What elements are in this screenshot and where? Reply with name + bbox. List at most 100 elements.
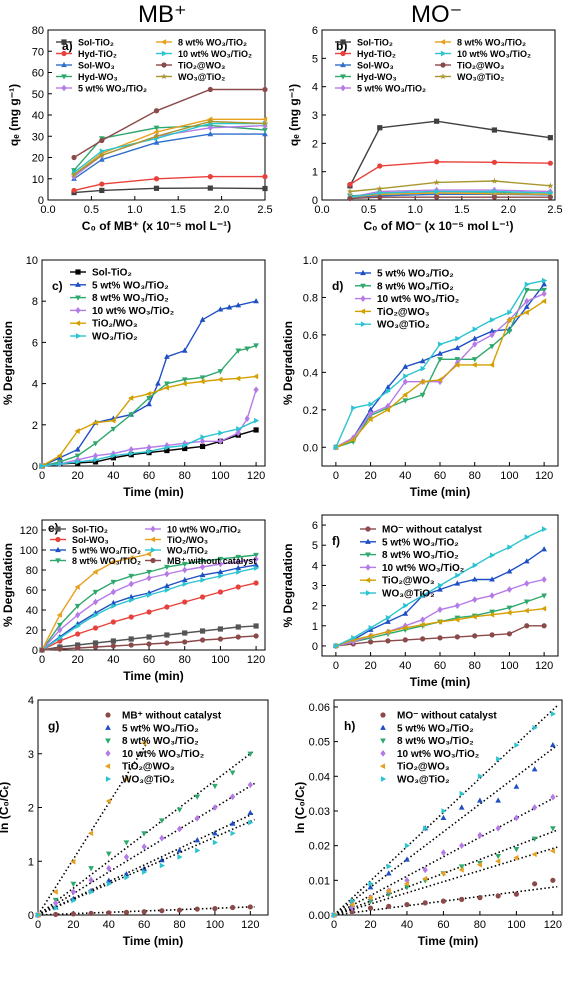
data-point — [88, 876, 94, 884]
y-tick-label: 10 — [32, 174, 44, 186]
chart-panel-7: 0 20 40 60 80 100 120 0.00 0.01 0.02 0.03 0.04 0.05 0… — [293, 699, 563, 948]
data-point — [164, 381, 170, 387]
y-tick-label: 10 — [26, 255, 38, 267]
plot-frame — [333, 699, 563, 916]
data-point — [437, 586, 443, 592]
legend-marker — [365, 590, 372, 596]
series-line — [73, 122, 265, 173]
y-tick-label: 4 — [312, 560, 318, 572]
data-point — [542, 526, 548, 532]
data-point — [419, 621, 425, 628]
data-point — [349, 901, 355, 908]
data-point — [74, 453, 81, 459]
x-tick-label: 100 — [211, 654, 229, 666]
y-tick-label: 0 — [312, 641, 318, 653]
data-point — [350, 898, 356, 904]
x-tick-label: 20 — [72, 654, 84, 666]
legend-label: Sol-TiO₂ — [92, 268, 132, 279]
legend-label: Hyd-TiO₂ — [357, 49, 396, 59]
series-5 — [35, 818, 255, 918]
data-point — [70, 858, 76, 865]
chart-panel-2: 0 20 40 60 80 100 120 0 2 4 6 8 10 Time (min) % Degrad… — [1, 255, 266, 499]
y-tick-label: 4 — [32, 379, 38, 391]
data-point — [146, 641, 152, 647]
legend-label: MO⁻ without catalyst — [382, 525, 482, 536]
data-point — [199, 443, 206, 450]
data-point — [253, 552, 259, 559]
data-point — [153, 129, 159, 135]
data-point — [420, 592, 426, 599]
data-point — [217, 437, 223, 445]
data-point — [423, 825, 429, 832]
x-tick-label: 20 — [364, 919, 376, 931]
data-point — [194, 794, 201, 800]
data-point — [123, 776, 129, 782]
data-point — [158, 857, 165, 863]
x-axis-label: Time (min) — [410, 485, 470, 499]
y-tick-label: 0 — [28, 910, 34, 922]
data-point — [402, 363, 409, 369]
data-point — [146, 569, 152, 576]
data-point — [541, 546, 547, 552]
y-tick-label: 2 — [312, 601, 318, 613]
data-point — [454, 359, 460, 367]
data-point — [532, 804, 538, 811]
data-point — [164, 570, 170, 578]
data-point — [229, 770, 236, 776]
legend-marker — [75, 307, 81, 314]
data-point — [347, 195, 353, 202]
data-point — [53, 905, 59, 911]
data-point — [253, 427, 259, 433]
legend-label: WO₃@TiO₂ — [397, 775, 450, 786]
data-point — [253, 623, 259, 629]
data-point — [247, 781, 253, 789]
legend-label: Sol-TiO₂ — [357, 38, 393, 48]
data-point — [437, 357, 443, 363]
fit-line — [37, 782, 255, 916]
series-3 — [71, 123, 268, 174]
fit-line — [37, 749, 256, 916]
data-point — [92, 419, 98, 426]
data-point — [199, 378, 205, 385]
series-0 — [331, 877, 558, 918]
data-point — [110, 643, 116, 649]
y-tick-label: 3 — [28, 749, 34, 761]
legend-label: MB⁺ without catalyst — [122, 711, 222, 722]
data-point — [436, 376, 443, 383]
series-2 — [333, 290, 547, 451]
legend-marker — [105, 738, 111, 744]
data-point — [182, 442, 188, 449]
x-tick-label: 100 — [206, 919, 224, 931]
series-5 — [70, 116, 268, 178]
data-point — [524, 623, 530, 629]
data-point — [71, 897, 77, 904]
data-point — [146, 609, 152, 615]
x-tick-label: 60 — [434, 660, 446, 672]
series-0 — [39, 623, 259, 653]
legend-marker — [150, 547, 157, 553]
series-5 — [331, 705, 558, 918]
data-point — [212, 804, 218, 811]
legend-label: 5 wt% WO₃/TiO₂ — [357, 84, 426, 94]
data-point — [402, 378, 408, 386]
x-tick-label: 80 — [173, 919, 185, 931]
data-point — [523, 558, 530, 564]
legend-label: WO₃@TiO₂ — [122, 775, 175, 786]
data-point — [194, 837, 201, 843]
x-tick-label: 1.5 — [454, 204, 469, 216]
data-point — [541, 576, 547, 583]
data-point — [207, 131, 214, 137]
legend-label: 5 wt% WO₃/TiO₂ — [377, 269, 454, 280]
y-tick-label: 40 — [26, 605, 38, 617]
data-point — [99, 137, 105, 144]
data-point — [74, 603, 81, 610]
x-tick-label: 120 — [544, 919, 562, 931]
data-point — [146, 395, 152, 402]
data-point — [458, 864, 465, 870]
data-point — [531, 766, 538, 772]
data-point — [199, 558, 206, 565]
x-tick-label: 40 — [107, 654, 119, 666]
data-point — [547, 160, 553, 166]
data-point — [513, 891, 520, 897]
